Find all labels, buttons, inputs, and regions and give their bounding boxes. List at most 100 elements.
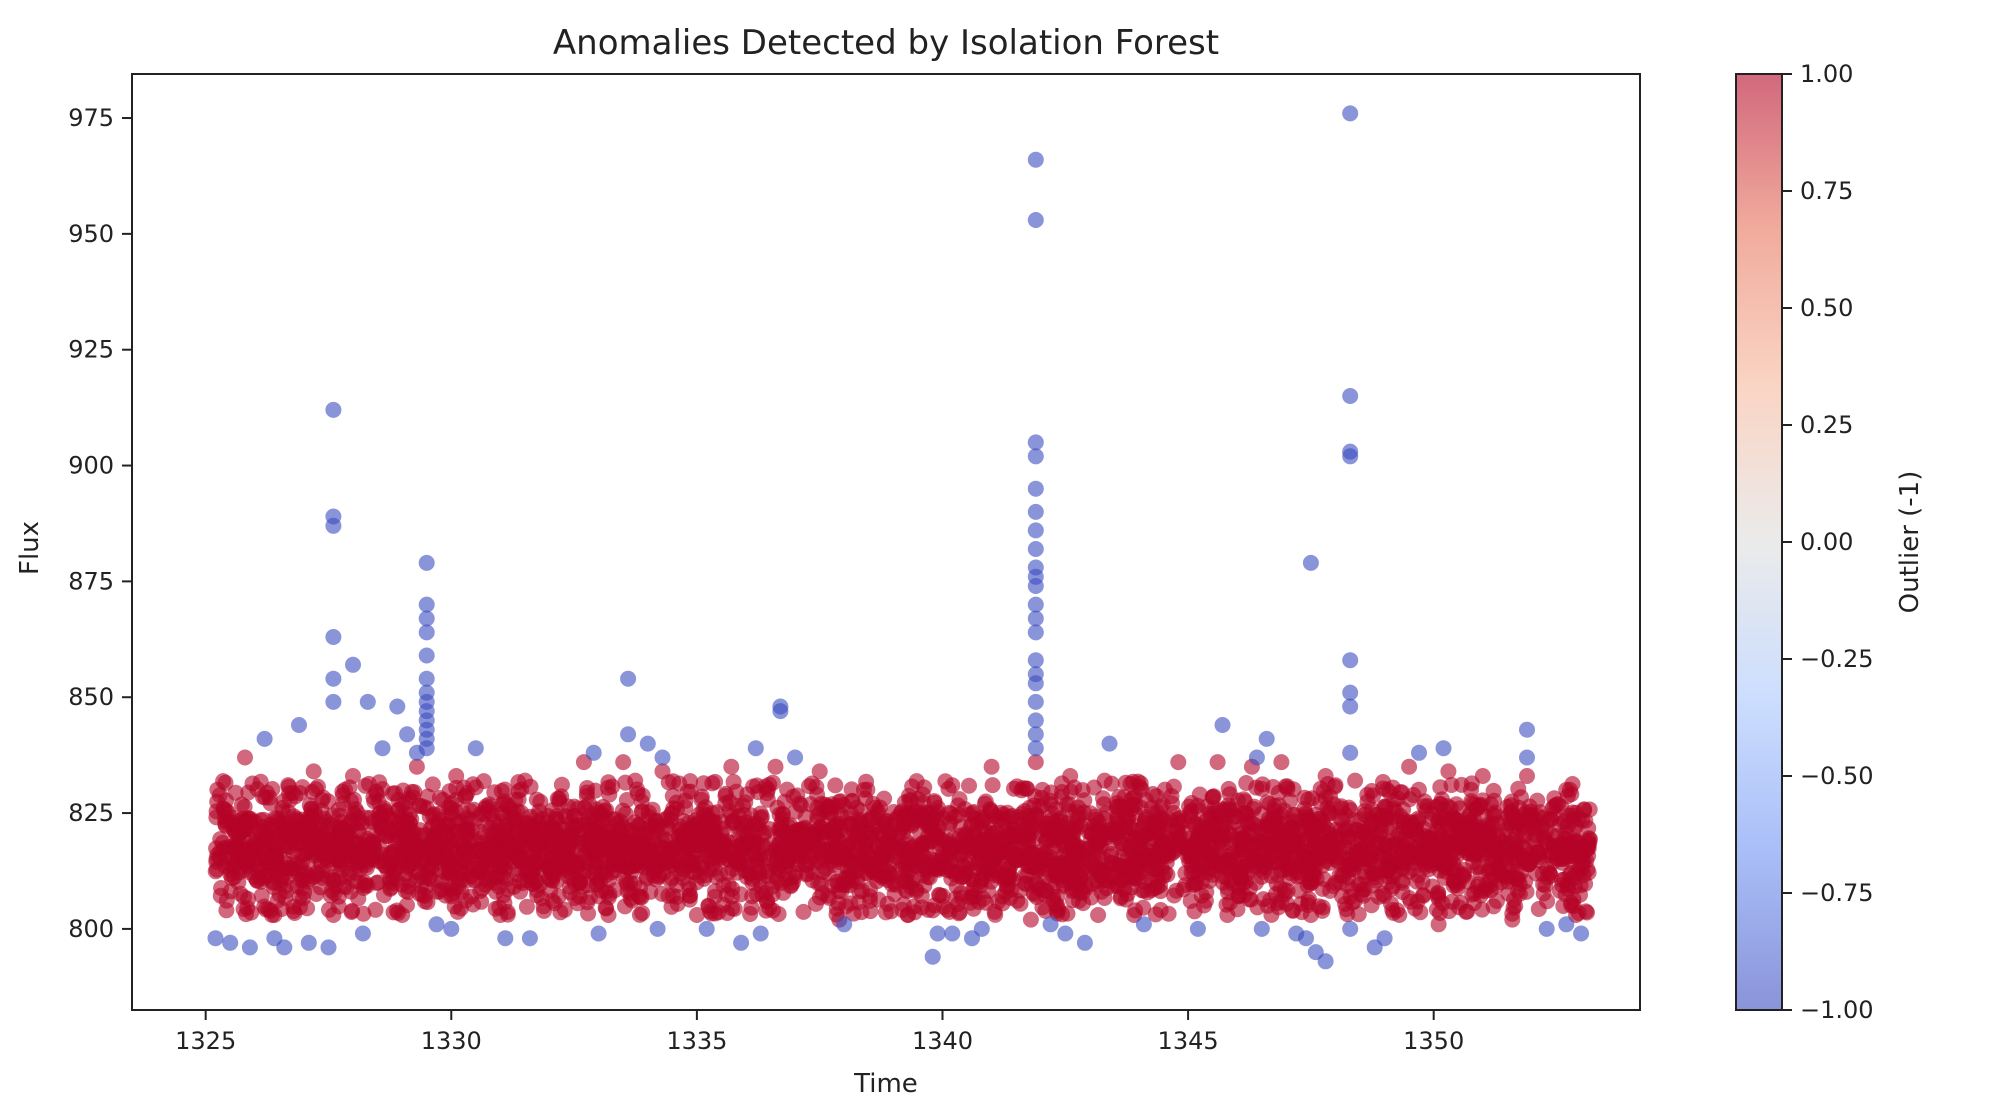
plot-area: 1325 1330 1335 1340 1345 1350 800 825 850 875 900… xyxy=(68,73,1641,1055)
inlier-point xyxy=(374,818,391,835)
inlier-point xyxy=(238,906,254,923)
inlier-point xyxy=(383,879,399,896)
inlier-point xyxy=(560,841,577,858)
inlier-point xyxy=(236,889,252,905)
outlier-point xyxy=(698,920,715,937)
inlier-point xyxy=(1481,872,1498,889)
outlier-point xyxy=(1573,925,1590,942)
outlier-point xyxy=(1027,541,1044,557)
colorbar-gradient xyxy=(1736,74,1782,1010)
inlier-point xyxy=(1152,799,1169,815)
inlier-point xyxy=(639,868,655,885)
inlier-point xyxy=(1284,820,1301,837)
inlier-point xyxy=(1315,783,1332,800)
inlier-point xyxy=(1172,834,1189,851)
inlier-point xyxy=(1344,881,1361,898)
outlier-point xyxy=(649,920,666,937)
outlier-point xyxy=(241,939,258,956)
outlier-point xyxy=(497,930,514,947)
inlier-point xyxy=(983,758,1000,775)
inlier-point xyxy=(1497,814,1514,831)
inlier-point xyxy=(604,778,621,795)
inlier-point xyxy=(1156,812,1173,829)
inlier-point xyxy=(787,803,804,820)
outlier-point xyxy=(1298,930,1314,947)
inlier-point xyxy=(1322,805,1339,822)
inlier-point xyxy=(1225,864,1242,881)
inlier-point xyxy=(1392,784,1409,801)
inlier-point xyxy=(278,859,295,876)
outlier-point xyxy=(1214,717,1231,733)
outlier-point xyxy=(620,670,637,687)
inlier-point xyxy=(551,852,568,869)
inlier-point xyxy=(364,851,381,868)
inlier-point xyxy=(961,777,977,794)
inlier-point xyxy=(1336,822,1353,839)
inlier-point xyxy=(223,870,240,887)
inlier-point xyxy=(1314,857,1331,874)
inlier-point xyxy=(284,785,301,801)
outlier-point xyxy=(418,740,435,757)
inlier-point xyxy=(1109,826,1126,843)
inlier-point xyxy=(310,778,326,795)
inlier-point xyxy=(826,818,843,835)
inlier-point xyxy=(222,838,239,855)
inlier-point xyxy=(509,866,526,883)
inlier-point xyxy=(869,855,886,872)
outlier-point xyxy=(1027,151,1044,168)
inlier-point xyxy=(1337,895,1354,912)
inlier-point xyxy=(544,892,561,909)
inlier-point xyxy=(665,800,682,817)
inlier-point xyxy=(906,807,923,824)
inlier-point xyxy=(1519,768,1535,784)
inlier-point xyxy=(580,905,597,922)
inlier-point xyxy=(320,793,337,810)
inlier-point xyxy=(1416,793,1433,810)
inlier-point xyxy=(1062,768,1079,784)
outlier-point xyxy=(752,925,769,942)
outlier-point xyxy=(1027,434,1044,451)
outlier-point xyxy=(1342,105,1359,122)
inlier-point xyxy=(620,828,637,845)
outlier-point xyxy=(325,693,342,710)
inlier-point xyxy=(808,778,825,795)
inlier-point xyxy=(830,876,847,893)
inlier-point xyxy=(447,803,464,820)
y-tick-label: 950 xyxy=(68,220,114,248)
inlier-point xyxy=(785,788,802,805)
inlier-point xyxy=(1018,780,1035,797)
outlier-point xyxy=(325,401,342,418)
inlier-point xyxy=(858,864,875,881)
outlier-point xyxy=(1027,480,1044,497)
inlier-point xyxy=(513,837,529,854)
inlier-point xyxy=(279,825,296,842)
y-axis-label: Flux xyxy=(15,521,45,575)
inlier-point xyxy=(482,820,499,837)
inlier-point xyxy=(995,812,1012,829)
outlier-point xyxy=(1558,916,1575,933)
outlier-point xyxy=(1342,652,1359,669)
outlier-point xyxy=(359,693,376,710)
inlier-point xyxy=(726,900,743,917)
inlier-point xyxy=(1273,754,1290,771)
inlier-point xyxy=(1048,801,1064,818)
inlier-point xyxy=(1408,814,1425,831)
inlier-point xyxy=(643,856,660,873)
inlier-point xyxy=(1096,772,1113,789)
inlier-point xyxy=(932,887,948,904)
inlier-point xyxy=(1137,811,1154,828)
outlier-point xyxy=(1057,925,1074,942)
outlier-point xyxy=(291,717,307,733)
inlier-point xyxy=(581,889,598,906)
inlier-point xyxy=(1259,836,1276,852)
inlier-point xyxy=(1230,887,1247,904)
inlier-point xyxy=(662,850,679,867)
inlier-point xyxy=(1365,877,1382,894)
outlier-point xyxy=(1027,712,1044,729)
inlier-point xyxy=(682,822,699,839)
inlier-point xyxy=(1490,828,1507,844)
outlier-point xyxy=(1027,693,1044,710)
inlier-point xyxy=(706,825,722,842)
outlier-point xyxy=(207,930,224,947)
